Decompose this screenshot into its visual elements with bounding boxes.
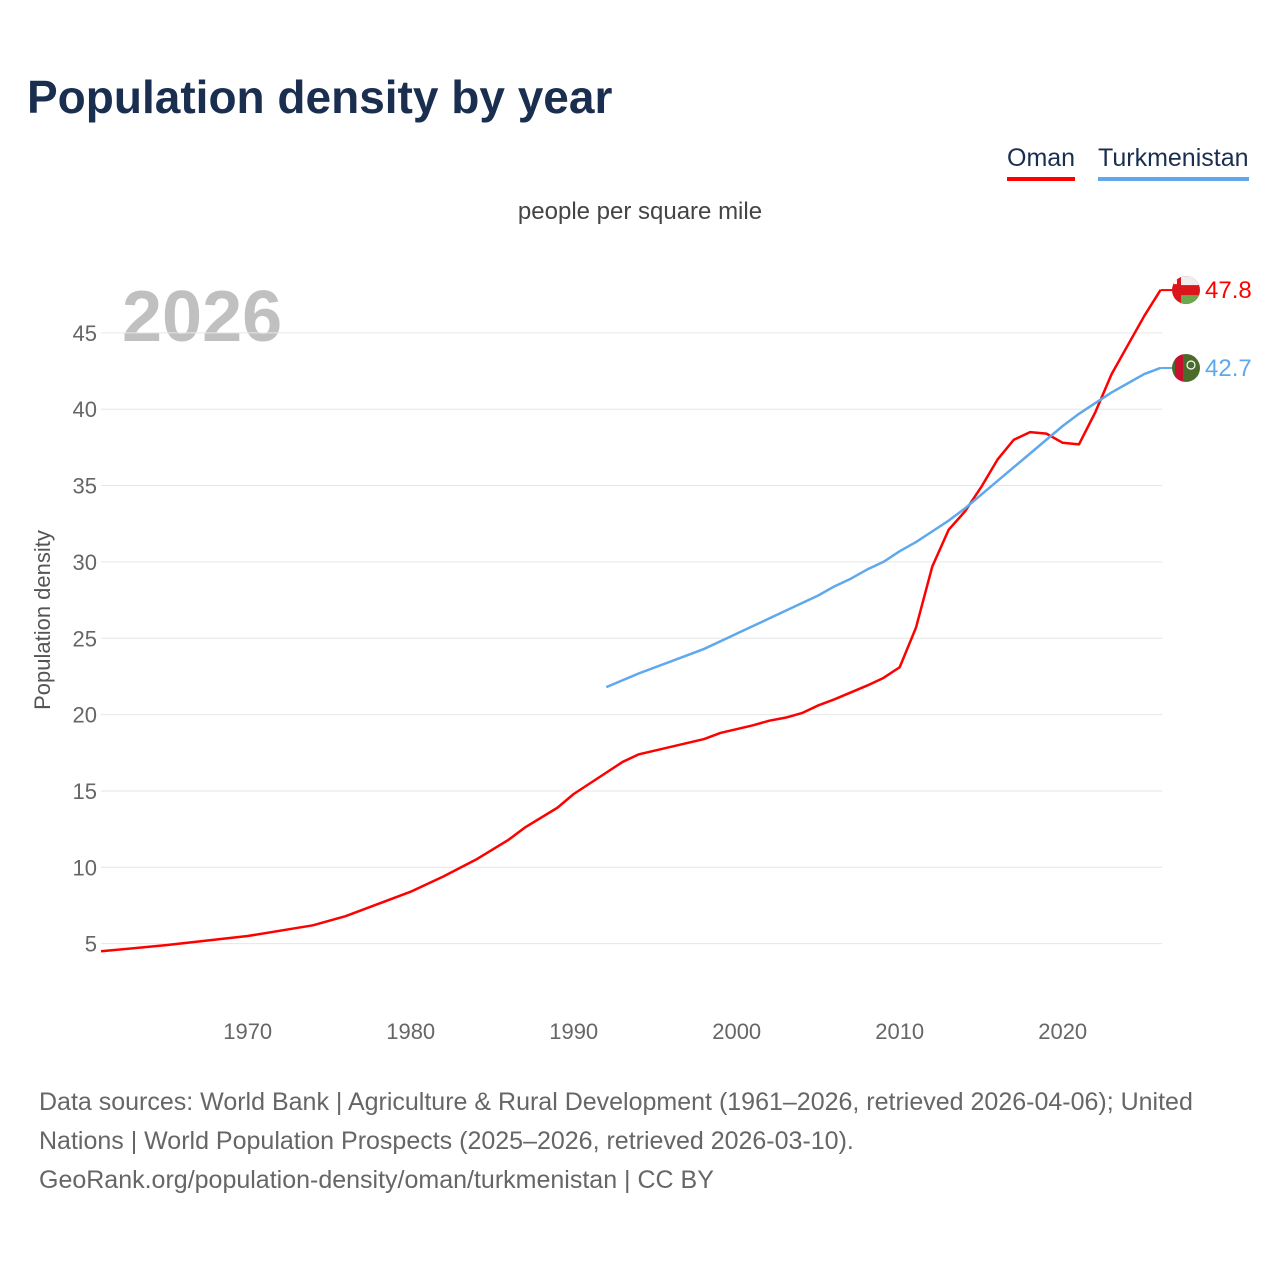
- y-tick-label: 10: [73, 855, 97, 880]
- y-tick-label: 25: [73, 626, 97, 651]
- x-tick-label: 1990: [549, 1019, 598, 1044]
- x-tick-label: 1970: [223, 1019, 272, 1044]
- end-value-label-turkmenistan: 42.7: [1205, 355, 1252, 382]
- y-tick-label: 20: [73, 703, 97, 728]
- x-tick-label: 2000: [712, 1019, 761, 1044]
- oman-flag-icon: [1172, 276, 1200, 305]
- legend-item-oman[interactable]: Oman: [1007, 144, 1076, 181]
- footer-link[interactable]: GeoRank.org/population-density/oman/turk…: [39, 1166, 714, 1194]
- turkmenistan-flag-icon: [1172, 353, 1200, 382]
- y-tick-label: 30: [73, 550, 97, 575]
- end-value-label-oman: 47.8: [1205, 277, 1252, 304]
- footer-data-sources: Data sources: World Bank | Agriculture &…: [39, 1088, 1193, 1155]
- series-line-turkmenistan[interactable]: [605, 366, 1161, 689]
- series-line-oman[interactable]: [100, 289, 1162, 953]
- x-tick-label: 2020: [1038, 1019, 1087, 1044]
- chart-title: Population density by year: [27, 71, 613, 123]
- y-tick-label: 40: [73, 397, 97, 422]
- chart-area: 2026 5 10 15 20 25 30 35 40 45 1970 1980 1990 2000 20…: [73, 276, 1252, 1044]
- footer-sources: Data sources: World Bank | Agriculture &…: [39, 1083, 1249, 1200]
- y-tick-label: 5: [85, 932, 97, 957]
- legend-item-turkmenistan[interactable]: Turkmenistan: [1098, 144, 1249, 181]
- chart-subtitle: people per square mile: [517, 198, 763, 225]
- y-tick-label: 35: [73, 474, 97, 499]
- x-tick-label: 2010: [875, 1019, 924, 1044]
- year-watermark: 2026: [122, 277, 282, 357]
- x-tick-label: 1980: [386, 1019, 435, 1044]
- y-tick-label: 15: [73, 779, 97, 804]
- y-tick-label: 45: [73, 321, 97, 346]
